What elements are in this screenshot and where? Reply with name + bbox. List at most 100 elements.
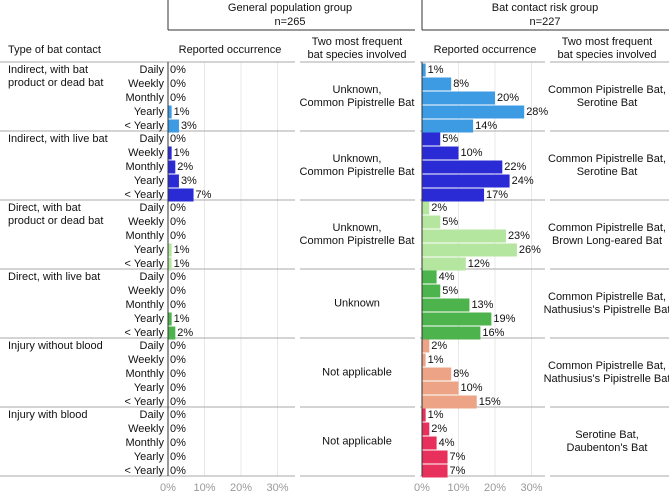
species-label: Unknown,	[333, 153, 382, 165]
species-label: Daubenton's Bat	[567, 442, 648, 454]
frequency-label: < Yearly	[125, 258, 165, 270]
bar	[422, 298, 470, 312]
frequency-label: Monthly	[125, 230, 164, 242]
value-label: 3%	[181, 120, 197, 132]
value-label: 0%	[170, 409, 186, 421]
bar	[168, 174, 179, 188]
frequency-label: Yearly	[134, 382, 165, 394]
frequency-label: Daily	[140, 340, 165, 352]
bar	[422, 77, 452, 91]
value-label: 8%	[453, 78, 469, 90]
value-label: 0%	[170, 437, 186, 449]
value-label: 0%	[170, 202, 186, 214]
panel-subtitle: n=227	[530, 16, 561, 28]
value-label: 2%	[177, 327, 193, 339]
species-label: Common Pipistrelle Bat,	[548, 222, 666, 234]
x-tick-label: 0%	[160, 482, 176, 494]
bar	[168, 188, 194, 202]
frequency-label: Weekly	[128, 216, 164, 228]
frequency-label: Weekly	[128, 78, 164, 90]
value-label: 0%	[170, 285, 186, 297]
species-label: Unknown	[334, 297, 380, 309]
x-tick-label: 30%	[266, 482, 288, 494]
value-label: 0%	[170, 78, 186, 90]
bar	[168, 105, 172, 119]
bar	[422, 450, 448, 464]
frequency-label: Monthly	[125, 161, 164, 173]
frequency-label: < Yearly	[125, 327, 165, 339]
value-label: 1%	[174, 258, 190, 270]
group-label: product or dead bat	[8, 77, 103, 89]
value-label: 14%	[475, 120, 497, 132]
bar	[422, 119, 474, 133]
bar	[422, 422, 430, 436]
species-label: Nathusius's Pipistrelle Bat	[544, 373, 669, 385]
species-label: Common Pipistrelle Bat,	[548, 291, 666, 303]
value-label: 8%	[453, 368, 469, 380]
x-tick-label: 30%	[520, 482, 542, 494]
bar	[422, 257, 466, 271]
frequency-label: < Yearly	[125, 396, 165, 408]
value-label: 23%	[508, 230, 530, 242]
value-label: 12%	[468, 258, 490, 270]
species-label: Unknown,	[333, 84, 382, 96]
bar	[422, 339, 430, 353]
group-label: Injury without blood	[8, 340, 103, 352]
bar	[422, 63, 426, 77]
x-tick-label: 10%	[447, 482, 469, 494]
bar	[422, 174, 510, 188]
value-label: 0%	[170, 382, 186, 394]
bar	[168, 243, 172, 257]
value-label: 0%	[170, 64, 186, 76]
bar	[422, 408, 426, 422]
value-label: 3%	[181, 175, 197, 187]
value-label: 0%	[170, 340, 186, 352]
value-label: 4%	[439, 271, 455, 283]
value-label: 7%	[196, 189, 212, 201]
value-label: 28%	[526, 106, 548, 118]
bar	[422, 132, 441, 146]
value-label: 0%	[170, 216, 186, 228]
value-label: 2%	[431, 340, 447, 352]
frequency-label: Yearly	[134, 244, 165, 256]
species-header: Two most frequent	[312, 36, 403, 48]
frequency-label: Yearly	[134, 313, 165, 325]
value-label: 4%	[439, 437, 455, 449]
species-label: Brown Long-eared Bat	[552, 235, 662, 247]
value-label: 0%	[170, 133, 186, 145]
value-label: 16%	[482, 327, 504, 339]
bar	[422, 284, 441, 298]
value-label: 0%	[170, 368, 186, 380]
frequency-label: Daily	[140, 64, 165, 76]
value-label: 0%	[170, 271, 186, 283]
frequency-label: Weekly	[128, 354, 164, 366]
value-label: 1%	[428, 409, 444, 421]
value-label: 10%	[461, 382, 483, 394]
value-label: 15%	[479, 396, 501, 408]
group-label: Direct, with bat	[8, 202, 81, 214]
group-label: Injury with blood	[8, 409, 88, 421]
value-label: 1%	[428, 354, 444, 366]
bar	[422, 91, 495, 105]
species-label: Serotine Bat	[577, 166, 638, 178]
species-label: Common Pipistrelle Bat	[300, 97, 415, 109]
frequency-label: < Yearly	[125, 120, 165, 132]
species-header: bat species involved	[557, 49, 656, 61]
value-label: 13%	[471, 299, 493, 311]
value-label: 0%	[170, 299, 186, 311]
bar	[422, 215, 441, 229]
x-tick-label: 20%	[484, 482, 506, 494]
group-label: Indirect, with live bat	[8, 133, 108, 145]
value-label: 0%	[170, 230, 186, 242]
value-label: 7%	[450, 451, 466, 463]
bar	[422, 201, 430, 215]
value-label: 17%	[486, 189, 508, 201]
frequency-label: Monthly	[125, 299, 164, 311]
value-label: 19%	[493, 313, 515, 325]
value-label: 22%	[504, 161, 526, 173]
group-label: Direct, with live bat	[8, 271, 100, 283]
frequency-label: Weekly	[128, 423, 164, 435]
group-label: product or dead bat	[8, 215, 103, 227]
bar	[168, 146, 172, 160]
